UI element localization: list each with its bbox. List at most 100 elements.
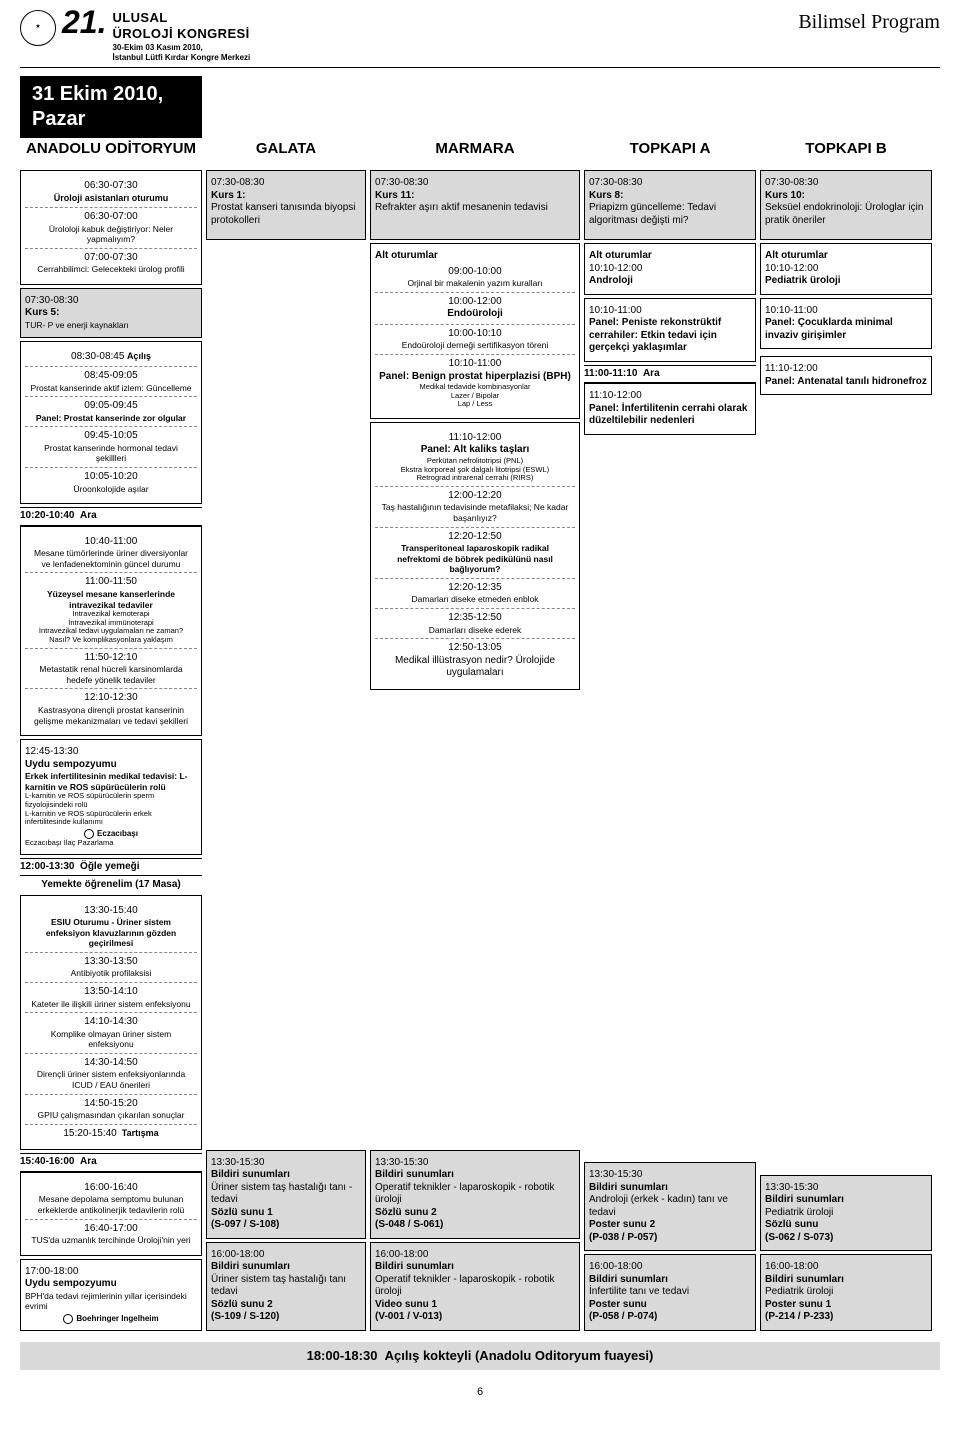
session: ESIU Oturumu - Üriner sistem enfeksiyon …: [29, 917, 193, 949]
time: 10:40-11:00: [29, 536, 193, 549]
block-sub: Üriner sistem taş hastalığı tanı tedavi: [211, 1274, 361, 1299]
time: 12:20-12:35: [379, 582, 571, 595]
sub-session-header: Alt oturumlar: [589, 250, 751, 263]
panel: Panel: Çocuklarda minimal invaziv girişi…: [765, 317, 927, 342]
lunch: Öğle yemeği: [80, 861, 139, 872]
col-topkapi-b: TOPKAPI B: [760, 138, 932, 167]
time: 10:10-12:00: [765, 263, 927, 276]
page-header: ★ 21. ULUSAL ÜROLOJİ KONGRESİ 30-Ekim 03…: [20, 10, 940, 68]
sub: Lap / Less: [379, 400, 571, 409]
break-row: 11:00-11:10 Ara: [584, 365, 756, 384]
sub-session-header: Alt oturumlar: [375, 250, 575, 263]
time: 13:30-15:30: [211, 1157, 361, 1170]
block-title: Bildiri sunumları: [765, 1274, 927, 1287]
block-sub: İnfertilite tanı ve tedavi: [589, 1286, 751, 1299]
kurs-label: Kurs 1:: [211, 190, 361, 203]
panel: Panel: Alt kaliks taşları: [379, 444, 571, 457]
symposium-title: Erkek infertilitesinin medikal tedavisi:…: [25, 771, 197, 792]
talk: Ürololoji kabuk değiştiriyor: Neler yapm…: [29, 224, 193, 245]
marmara-column: 07:30-08:30 Kurs 11: Refrakter aşırı akt…: [370, 170, 580, 1334]
seal-icon: ★: [20, 10, 56, 46]
kurs-label: Kurs 10:: [765, 190, 927, 203]
talk: Mesane tümörlerinde üriner diversiyonlar…: [29, 548, 193, 569]
kurs-label: Kurs 8:: [589, 190, 751, 203]
time: 07:00-07:30: [29, 252, 193, 265]
symposium: Uydu sempozyumu: [25, 759, 197, 772]
time: 10:20-10:40: [20, 510, 74, 521]
col-marmara: MARMARA: [370, 138, 580, 167]
block-sub: Poster sunu 2: [589, 1219, 751, 1232]
time: 12:50-13:05: [379, 642, 571, 655]
time: 11:00-11:10: [584, 368, 637, 379]
talk: Prostat kanserinde aktif izlem: Güncelle…: [29, 383, 193, 394]
break: Ara: [643, 368, 660, 379]
header-dates: 30-Ekim 03 Kasım 2010,: [112, 43, 250, 53]
sub: L-karnitin ve ROS süpürücülerin sperm fi…: [25, 792, 197, 809]
block-sub: Operatif teknikler - laparoskopik - robo…: [375, 1182, 575, 1207]
talk: Orjinal bir makalenin yazım kuralları: [379, 278, 571, 289]
sub-session-header: Alt oturumlar: [765, 250, 927, 263]
talk: Damarları diseke etmeden enblok: [379, 594, 571, 605]
galata-column: 07:30-08:30 Kurs 1: Prostat kanseri tanı…: [206, 170, 366, 1334]
block-code: (P-038 / P-057): [589, 1232, 751, 1245]
block-title: Bildiri sunumları: [589, 1182, 751, 1195]
footer-time: 18:00-18:30: [307, 1348, 378, 1363]
sub: Retrograd intrarenal cerrahi (RIRS): [379, 474, 571, 483]
time: 07:30-08:30: [211, 177, 361, 190]
block-sub: Poster sunu: [589, 1299, 751, 1312]
lunch-sub: Yemekte öğrenelim (17 Masa): [20, 876, 202, 895]
time: 12:20-12:50: [379, 531, 571, 544]
talk: Kateter ile ilişkili üriner sistem enfek…: [29, 999, 193, 1010]
block-sub: Sözlü sunu 1: [211, 1207, 361, 1220]
time: 10:00-12:00: [379, 296, 571, 309]
talk: Dirençli üriner sistem enfeksiyonlarında…: [29, 1069, 193, 1090]
session: Endoüroloji: [379, 308, 571, 321]
brand-top: ULUSAL: [112, 10, 250, 26]
time: 13:30-13:50: [29, 956, 193, 969]
break-row: 15:40-16:00 Ara: [20, 1153, 202, 1172]
block-sub: Sözlü sunu 2: [211, 1299, 361, 1312]
anadolu-column: 06:30-07:30Üroloji asistanları oturumu 0…: [20, 170, 202, 1334]
panel: Panel: Peniste rekonstrüktif cerrahiler:…: [589, 317, 751, 355]
time: 11:50-12:10: [29, 652, 193, 665]
talk: Komplike olmayan üriner sistem enfeksiyo…: [29, 1029, 193, 1050]
kurs-label: Kurs 5:: [25, 307, 197, 320]
sponsor: Boehringer Ingelheim: [76, 1314, 158, 1324]
talk: GPIU çalışmasından çıkarılan sonuçlar: [29, 1110, 193, 1121]
block-title: Bildiri sunumları: [765, 1194, 927, 1207]
time: 11:10-12:00: [589, 390, 751, 403]
dot: .: [98, 4, 107, 40]
time: 09:45-10:05: [29, 430, 193, 443]
time: 11:10-12:00: [765, 363, 927, 376]
time: 16:00-18:00: [765, 1261, 927, 1274]
block-code: (P-214 / P-233): [765, 1311, 927, 1324]
time: 07:30-08:30: [375, 177, 575, 190]
sponsor-logo: Boehringer Ingelheim: [25, 1312, 197, 1324]
time: 14:10-14:30: [29, 1016, 193, 1029]
block-code: (S-062 / S-073): [765, 1232, 927, 1245]
block-sub: Video sunu 1: [375, 1299, 575, 1312]
time: 12:00-12:20: [379, 490, 571, 503]
time: 13:30-15:30: [589, 1169, 751, 1182]
time: 12:00-13:30: [20, 861, 74, 872]
time: 07:30-08:30: [765, 177, 927, 190]
session: Pediatrik üroloji: [765, 275, 927, 288]
col-galata: GALATA: [206, 138, 366, 167]
brand-bottom: ÜROLOJİ KONGRESİ: [112, 26, 250, 42]
time: 16:00-18:00: [589, 1261, 751, 1274]
topkapi-b-column: 07:30-08:30 Kurs 10: Seksüel endokrinolo…: [760, 170, 932, 1334]
time: 14:30-14:50: [29, 1057, 193, 1070]
talk: Mesane depolama semptomu bulunan erkekle…: [29, 1194, 193, 1215]
block-sub: Üriner sistem taş hastalığı tanı - tedav…: [211, 1182, 361, 1207]
sponsor-sub: Eczacıbaşı İlaç Pazarlama: [25, 839, 197, 848]
talk: Tartışma: [122, 1128, 159, 1138]
kurs-title: Prostat kanseri tanısında biyopsi protok…: [211, 202, 361, 227]
talk: Açılış: [127, 351, 151, 361]
talk: Kastrasyona dirençli prostat kanserinin …: [29, 705, 193, 726]
block-title: Bildiri sunumları: [375, 1169, 575, 1182]
talk: Damarları diseke ederek: [379, 625, 571, 636]
time: 11:10-12:00: [379, 432, 571, 445]
kurs-label: Kurs 11:: [375, 190, 575, 203]
time: 13:30-15:30: [765, 1182, 927, 1195]
talk: TUS'da uzmanlık tercihinde Üroloji'nin y…: [29, 1235, 193, 1246]
